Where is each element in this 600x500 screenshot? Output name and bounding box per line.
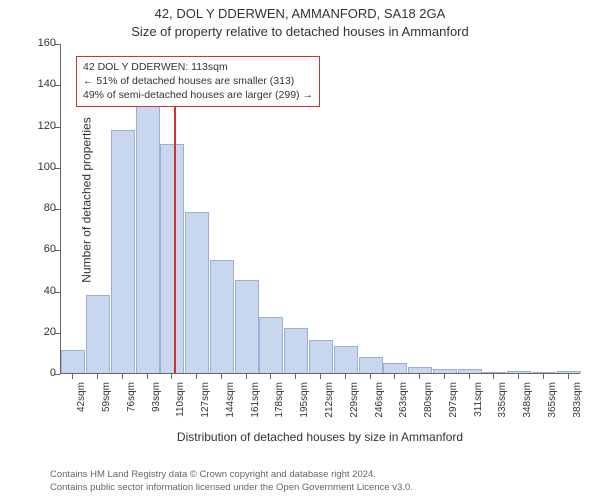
bar [359,357,383,374]
xtick-mark [122,374,123,379]
bar [235,280,259,373]
annotation-line-1: 42 DOL Y DDERWEN: 113sqm [83,60,313,74]
xtick-label: 383sqm [572,382,583,432]
ytick-label: 80 [16,202,56,214]
bar [507,371,531,373]
annotation-line-2: ← 51% of detached houses are smaller (31… [83,74,313,88]
xtick-label: 59sqm [101,382,112,432]
xtick-label: 348sqm [522,382,533,432]
marker-annotation: 42 DOL Y DDERWEN: 113sqm ← 51% of detach… [76,56,320,107]
ytick-label: 120 [16,120,56,132]
xtick-label: 263sqm [398,382,409,432]
bar [334,346,358,373]
xtick-label: 93sqm [151,382,162,432]
xtick-label: 161sqm [250,382,261,432]
ytick-label: 140 [16,78,56,90]
bar [259,317,283,373]
attribution-line-2: Contains public sector information licen… [50,482,413,494]
ytick-label: 100 [16,161,56,173]
chart-title-address: 42, DOL Y DDERWEN, AMMANFORD, SA18 2GA [0,6,600,21]
xtick-label: 246sqm [374,382,385,432]
xtick-mark [147,374,148,379]
bar [458,369,482,373]
ytick-label: 20 [16,326,56,338]
xtick-mark [345,374,346,379]
bar [185,212,209,373]
bar [160,144,184,373]
attribution-text: Contains HM Land Registry data © Crown c… [50,469,413,494]
x-axis-label: Distribution of detached houses by size … [60,430,580,444]
xtick-mark [196,374,197,379]
xtick-mark [493,374,494,379]
chart-container: 42, DOL Y DDERWEN, AMMANFORD, SA18 2GA S… [0,0,600,500]
bar [284,328,308,373]
bar [309,340,333,373]
xtick-mark [270,374,271,379]
xtick-label: 127sqm [200,382,211,432]
xtick-mark [394,374,395,379]
xtick-label: 212sqm [324,382,335,432]
ytick-label: 60 [16,243,56,255]
xtick-mark [543,374,544,379]
xtick-mark [444,374,445,379]
marker-line [174,107,176,374]
xtick-mark [72,374,73,379]
attribution-line-1: Contains HM Land Registry data © Crown c… [50,469,413,481]
annotation-line-3: 49% of semi-detached houses are larger (… [83,88,313,102]
xtick-mark [469,374,470,379]
chart-title-description: Size of property relative to detached ho… [0,24,600,39]
bar [408,367,432,373]
xtick-mark [97,374,98,379]
ytick-label: 160 [16,37,56,49]
bar [482,372,506,373]
bar [383,363,407,373]
xtick-label: 229sqm [349,382,360,432]
xtick-label: 365sqm [547,382,558,432]
ytick-label: 0 [16,367,56,379]
xtick-label: 280sqm [423,382,434,432]
xtick-mark [419,374,420,379]
xtick-label: 42sqm [76,382,87,432]
xtick-label: 144sqm [225,382,236,432]
xtick-mark [320,374,321,379]
xtick-mark [295,374,296,379]
xtick-mark [171,374,172,379]
xtick-label: 178sqm [274,382,285,432]
xtick-label: 311sqm [473,382,484,432]
bar [532,372,556,373]
xtick-label: 195sqm [299,382,310,432]
xtick-label: 297sqm [448,382,459,432]
xtick-label: 335sqm [497,382,508,432]
bar [86,295,110,373]
bar [557,371,581,373]
xtick-mark [246,374,247,379]
xtick-mark [518,374,519,379]
bar [61,350,85,373]
ytick-label: 40 [16,285,56,297]
xtick-mark [370,374,371,379]
xtick-mark [221,374,222,379]
bar [210,260,234,373]
bar [433,369,457,373]
xtick-mark [568,374,569,379]
xtick-label: 76sqm [126,382,137,432]
bar [111,130,135,373]
xtick-label: 110sqm [175,382,186,432]
bar [136,88,160,373]
